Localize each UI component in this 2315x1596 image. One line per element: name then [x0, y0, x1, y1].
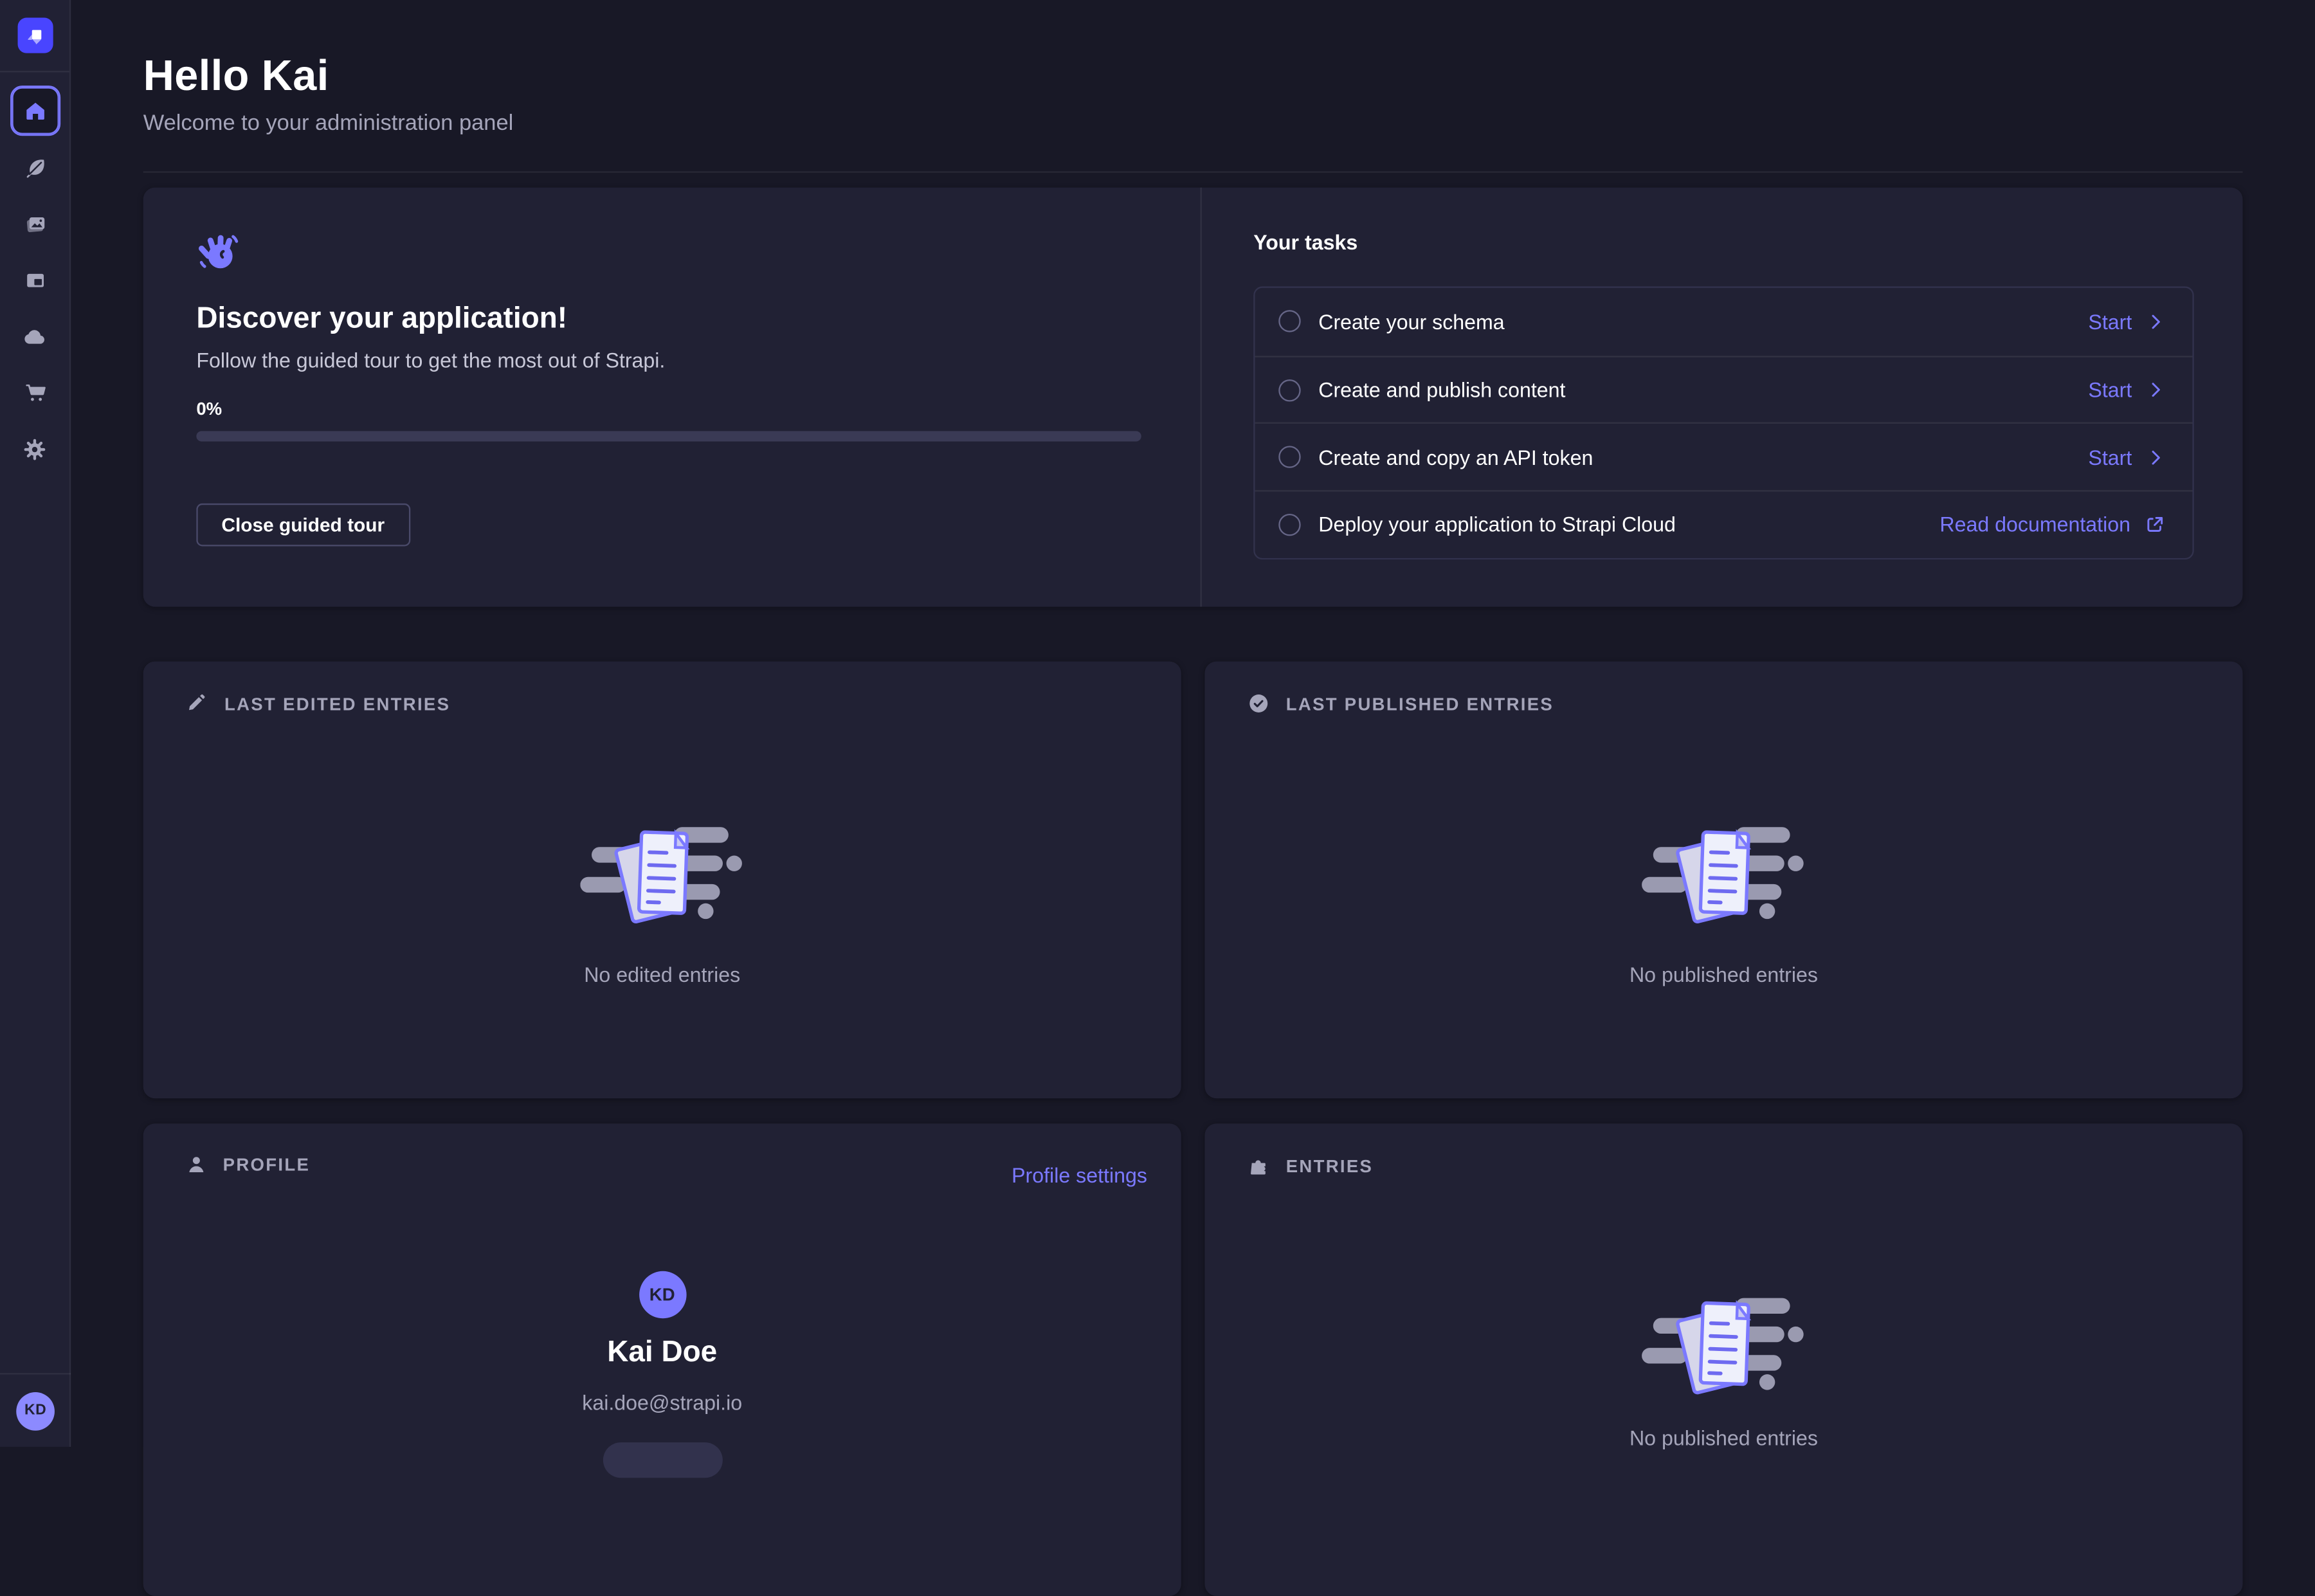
check-circle-icon — [1249, 694, 1268, 712]
task-status-circle[interactable] — [1278, 446, 1301, 469]
main-content: Hello Kai Welcome to your administration… — [71, 0, 2315, 1596]
profile-avatar: KD — [638, 1271, 686, 1319]
strapi-logo[interactable] — [17, 17, 53, 53]
pencil-icon — [188, 694, 205, 711]
task-row: Deploy your application to Strapi Cloud … — [1255, 490, 2193, 558]
tasks-list: Create your schema Start Create and publ… — [1253, 286, 2194, 559]
profile-email: kai.doe@strapi.io — [582, 1390, 743, 1415]
profile-settings-link[interactable]: Profile settings — [1012, 1163, 1147, 1187]
sidebar: KD — [0, 0, 71, 1447]
widget-title: Profile — [222, 1154, 311, 1175]
last-edited-entries-card: Last edited entries — [143, 661, 1181, 1099]
profile-name: Kai Doe — [607, 1336, 718, 1369]
task-label: Create and publish content — [1318, 377, 1566, 402]
sidebar-nav — [0, 73, 69, 473]
empty-state-text: No edited entries — [584, 962, 741, 986]
gear-icon — [24, 438, 46, 460]
tasks-section: Your tasks Create your schema Start — [1200, 187, 2243, 607]
feather-icon — [26, 159, 44, 178]
chevron-right-icon — [2152, 383, 2160, 397]
last-published-entries-card: Last published entries — [1204, 661, 2243, 1099]
cloud-icon — [24, 329, 44, 343]
widgets-row: Last edited entries — [143, 661, 2243, 1099]
progress-label: 0% — [196, 398, 222, 420]
task-row: Create your schema Start — [1255, 288, 2193, 356]
sidebar-item-content-type-builder[interactable] — [11, 257, 58, 304]
task-status-circle[interactable] — [1278, 513, 1301, 536]
cart-icon — [25, 384, 45, 401]
widget-header: Entries — [1246, 1153, 1373, 1178]
task-label: Create your schema — [1318, 309, 1505, 334]
widget-title: Entries — [1285, 1155, 1374, 1176]
task-start-link[interactable]: Start — [2088, 378, 2166, 402]
guided-tour-title: Discover your application! — [196, 302, 568, 336]
widget-header: Last published entries — [1246, 691, 1554, 716]
profile-card: Profile Profile settings KD Kai Doe kai.… — [143, 1123, 1181, 1596]
tasks-title: Your tasks — [1253, 230, 1358, 254]
progress-bar — [196, 431, 1141, 442]
person-icon — [189, 1157, 204, 1172]
layout-icon — [26, 273, 43, 287]
sidebar-item-marketplace[interactable] — [11, 369, 58, 416]
task-label: Create and copy an API token — [1318, 445, 1593, 469]
task-start-link[interactable]: Start — [2088, 310, 2166, 334]
task-status-circle[interactable] — [1278, 378, 1301, 401]
entries-card: Entries — [1204, 1123, 2243, 1596]
external-link-icon — [2147, 516, 2163, 532]
widget-header: Last edited entries — [185, 691, 450, 716]
guided-tour-description: Follow the guided tour to get the most o… — [196, 348, 666, 372]
strapi-logo-icon — [27, 30, 41, 44]
widget-header: Profile — [185, 1153, 310, 1177]
task-action-label: Start — [2088, 377, 2132, 402]
task-row: Create and copy an API token Start — [1255, 422, 2193, 490]
task-start-link[interactable]: Start — [2088, 446, 2166, 469]
empty-documents-illustration — [1204, 809, 2242, 945]
page-subtitle: Welcome to your administration panel — [143, 111, 514, 136]
guided-tour-section: Discover your application! Follow the gu… — [143, 188, 1201, 607]
empty-state-text: No published entries — [1629, 962, 1818, 986]
chevron-right-icon — [2152, 450, 2160, 464]
empty-documents-illustration — [1204, 1280, 2242, 1416]
sidebar-footer: KD — [0, 1373, 71, 1447]
puzzle-icon — [1251, 1160, 1268, 1175]
task-action-label: Start — [2088, 445, 2132, 469]
sidebar-item-settings[interactable] — [11, 425, 58, 472]
profile-role-badge — [602, 1442, 722, 1478]
task-label: Deploy your application to Strapi Cloud — [1318, 512, 1676, 537]
sidebar-item-content-manager[interactable] — [11, 145, 58, 192]
page-title: Hello Kai — [143, 53, 329, 101]
empty-documents-illustration — [143, 809, 1181, 945]
sidebar-user-avatar[interactable]: KD — [16, 1391, 55, 1430]
empty-state-text: No published entries — [1629, 1426, 1818, 1450]
images-icon — [26, 217, 44, 233]
task-action-label: Read documentation — [1939, 512, 2131, 537]
sidebar-item-media-library[interactable] — [11, 201, 58, 248]
close-guided-tour-button[interactable]: Close guided tour — [196, 503, 410, 547]
waving-hand-icon — [198, 235, 239, 269]
widget-title: Last edited entries — [224, 693, 451, 714]
widget-title: Last published entries — [1285, 693, 1554, 714]
sidebar-item-home[interactable] — [9, 86, 60, 136]
task-read-documentation-link[interactable]: Read documentation — [1939, 512, 2166, 537]
task-status-circle[interactable] — [1278, 310, 1301, 333]
header-divider — [143, 171, 2243, 173]
guided-tour-card: Discover your application! Follow the gu… — [143, 187, 2243, 607]
widgets-row: Profile Profile settings KD Kai Doe kai.… — [143, 1123, 2243, 1596]
task-action-label: Start — [2088, 309, 2132, 334]
chevron-right-icon — [2152, 314, 2160, 329]
home-icon — [26, 102, 44, 120]
task-row: Create and publish content Start — [1255, 355, 2193, 423]
sidebar-item-deploy[interactable] — [11, 313, 58, 360]
logo-section — [0, 0, 69, 73]
